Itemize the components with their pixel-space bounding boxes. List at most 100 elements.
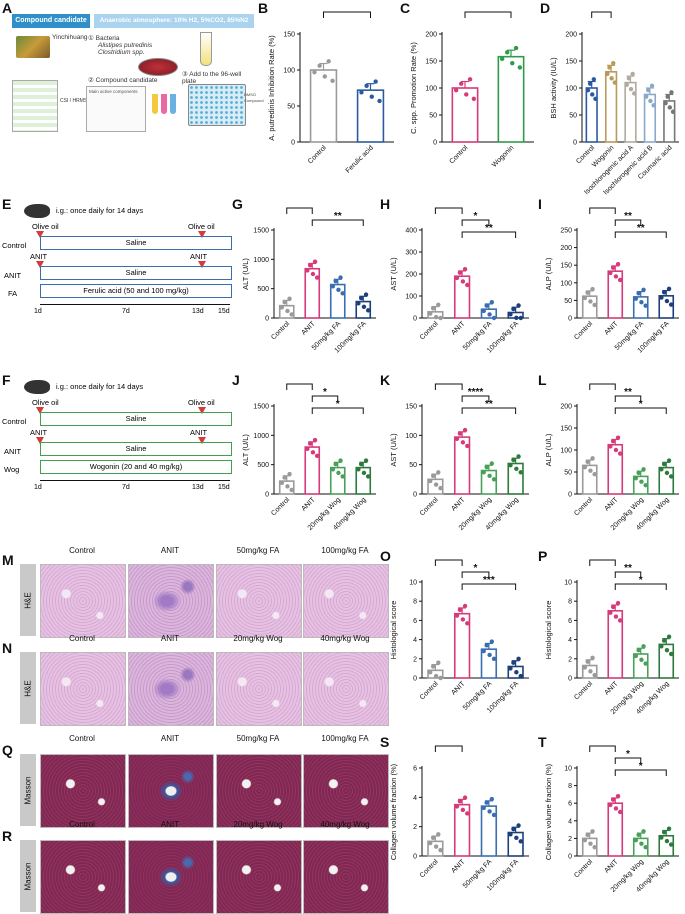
data-point (487, 652, 492, 658)
data-point (310, 271, 316, 277)
data-point (471, 96, 477, 102)
y-tick-label: 100 (565, 86, 577, 93)
data-point (661, 830, 667, 835)
data-point (491, 812, 497, 818)
well-plate (188, 84, 246, 126)
data-point (312, 69, 317, 75)
data-point (508, 312, 513, 317)
bar (453, 275, 471, 319)
y-tick-label: 2 (568, 656, 572, 663)
data-point (670, 109, 676, 114)
significance-bracket (461, 583, 517, 590)
significance-label: ** (624, 563, 632, 574)
data-point (481, 648, 486, 654)
data-point (508, 832, 513, 837)
mouse-icon (24, 204, 50, 218)
data-point (436, 832, 441, 837)
step1-label: ① Bacteria (88, 35, 120, 42)
y-tick-label: 100 (560, 280, 572, 287)
data-point (661, 290, 667, 295)
significance-label: * (323, 387, 327, 398)
significance-label: **** (441, 380, 457, 386)
data-point (459, 81, 464, 86)
significance-label: ** (624, 387, 632, 398)
data-point (610, 265, 616, 270)
x-tick-label: ANIT (450, 858, 467, 875)
data-point (617, 451, 623, 456)
y-tick-label: 0 (265, 492, 269, 499)
data-point (585, 459, 590, 465)
data-point (592, 302, 597, 308)
data-point (661, 461, 667, 467)
control-label: Control (2, 241, 27, 250)
significance-bracket (461, 407, 517, 414)
data-point (591, 77, 597, 82)
data-point (626, 76, 632, 81)
data-point (516, 454, 521, 459)
data-point (333, 461, 338, 467)
y-tick-label: 100 (405, 294, 417, 301)
data-point (668, 474, 674, 479)
significance-label: * (639, 399, 643, 410)
histology-image (128, 652, 214, 726)
significance-bracket (434, 559, 463, 566)
data-point (615, 261, 621, 267)
data-point (454, 804, 460, 809)
column-label: ANIT (160, 820, 180, 829)
histology-image (303, 652, 389, 726)
data-point (628, 86, 634, 92)
data-point (643, 845, 648, 850)
y-tick-label: 2 (568, 836, 572, 843)
data-point (489, 461, 495, 466)
data-point (457, 798, 463, 804)
data-point (481, 470, 486, 475)
data-point (467, 77, 473, 82)
y-tick-label: 100 (425, 86, 437, 93)
data-point (508, 666, 513, 671)
data-point (465, 443, 470, 449)
data-point (611, 60, 616, 66)
stain-tag-q: Masson (20, 754, 36, 826)
y-tick-label: 300 (405, 250, 417, 257)
panel-letter-n: N (2, 640, 13, 656)
anit-mark-end: ANIT (190, 428, 208, 437)
data-point (517, 65, 523, 70)
data-point (454, 613, 460, 618)
data-point (457, 607, 463, 613)
data-point (436, 660, 441, 665)
data-point (430, 835, 436, 841)
arrow-down-icon (198, 407, 206, 414)
data-point (651, 103, 656, 108)
day-7: 7d (122, 308, 130, 315)
chart-b-group: 0 50 100 150 A. putredinis Inhibition Rate (… (267, 8, 394, 175)
y-tick-label: 8 (413, 599, 417, 606)
column-label: 50mg/kg FA (236, 546, 280, 555)
anit-mark-start: ANIT (30, 252, 48, 261)
significance-bracket (434, 383, 463, 390)
day-13: 13d (192, 308, 204, 315)
panel-letter-k: K (380, 372, 391, 388)
data-point (340, 474, 345, 479)
data-point (666, 634, 672, 639)
y-tick-label: 200 (560, 245, 572, 252)
day-1: 1d (34, 484, 42, 491)
data-point (340, 291, 345, 296)
timeline-axis (40, 480, 230, 481)
x-tick-label: Control (419, 496, 440, 517)
data-point (610, 604, 616, 610)
data-point (643, 661, 648, 666)
data-point (636, 470, 641, 476)
data-point (666, 286, 672, 291)
olive-oil-start: Olive oil (32, 222, 59, 231)
data-point (587, 81, 593, 86)
data-point (514, 670, 519, 675)
histology-image (40, 564, 126, 638)
compound-legend: Compound (244, 98, 264, 103)
data-point (632, 91, 637, 96)
data-point (462, 427, 468, 433)
data-point (668, 842, 674, 847)
significance-label: **** (468, 387, 484, 398)
ms-label: CSI / HRMS (60, 98, 88, 104)
